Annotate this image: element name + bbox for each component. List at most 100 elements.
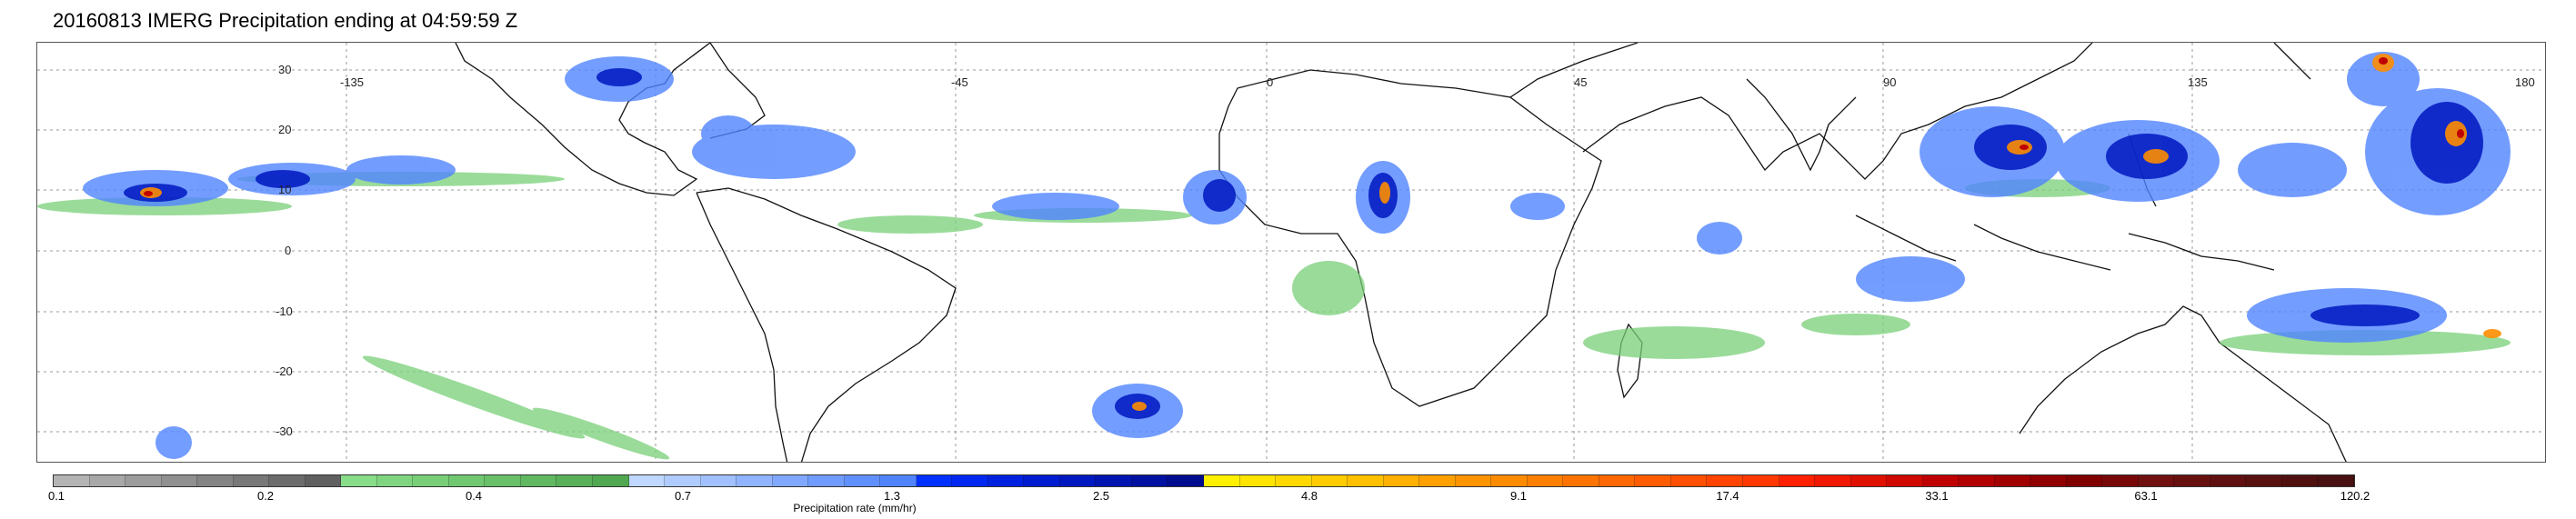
colorbar-segment <box>269 475 306 486</box>
lon-label: 90 <box>1883 75 1896 89</box>
colorbar-segment <box>844 475 881 486</box>
colorbar-tick: 1.3 <box>883 489 901 503</box>
coastlines <box>455 43 2347 462</box>
colorbar-segment <box>1815 475 1851 486</box>
latitude-labels: 30 20 10 0 -10 -20 -30 <box>276 63 293 438</box>
colorbar-segment <box>413 475 449 486</box>
colorbar-segment <box>341 475 377 486</box>
longitude-labels: -135 -45 0 45 90 135 180 <box>340 75 2535 89</box>
colorbar-segment <box>916 475 953 486</box>
lat-label: 10 <box>278 183 291 196</box>
colorbar-segment <box>1635 475 1671 486</box>
map-title: 20160813 IMERG Precipitation ending at 0… <box>53 9 518 32</box>
colorbar-segment <box>448 475 486 486</box>
lat-label: 0 <box>285 244 291 257</box>
map-canvas: -135 -45 0 45 90 135 180 30 20 10 0 -10 … <box>37 43 2545 462</box>
colorbar-segment <box>1059 475 1097 486</box>
colorbar-segment <box>54 475 90 486</box>
colorbar-segment <box>1455 475 1492 486</box>
lon-label: 0 <box>1267 75 1273 89</box>
colorbar-segment <box>1239 475 1277 486</box>
colorbar-segment <box>1707 475 1743 486</box>
colorbar-segment <box>161 475 198 486</box>
colorbar-tick: 120.2 <box>2340 489 2371 503</box>
lat-label: 20 <box>278 123 291 136</box>
colorbar-segment <box>1131 475 1168 486</box>
colorbar-tick: 4.8 <box>1300 489 1318 503</box>
colorbar-segment <box>2210 475 2247 486</box>
colorbar-segment <box>1742 475 1779 486</box>
colorbar-segment <box>2246 475 2282 486</box>
colorbar-segment <box>1670 475 1708 486</box>
lon-label: -45 <box>951 75 968 89</box>
colorbar-segment <box>1348 475 1384 486</box>
colorbar-segment <box>2318 475 2354 486</box>
colorbar-segment <box>592 475 629 486</box>
colorbar-segment <box>808 475 845 486</box>
colorbar-segment <box>556 475 593 486</box>
lat-label: -10 <box>276 304 293 318</box>
colorbar-segment <box>2066 475 2103 486</box>
colorbar-segment <box>772 475 809 486</box>
colorbar-tick: 9.1 <box>1509 489 1528 503</box>
colorbar-segment <box>987 475 1025 486</box>
colorbar-segment <box>376 475 414 486</box>
colorbar-segment <box>520 475 557 486</box>
colorbar-segment <box>305 475 342 486</box>
lat-label: -30 <box>276 424 293 438</box>
colorbar-segment <box>1096 475 1132 486</box>
colorbar-segment <box>737 475 773 486</box>
colorbar-tick: 2.5 <box>1092 489 1110 503</box>
colorbar-tick: 63.1 <box>2134 489 2158 503</box>
colorbar-tick: 33.1 <box>1925 489 1949 503</box>
colorbar-segment <box>2102 475 2139 486</box>
colorbar-segment <box>197 475 234 486</box>
lat-label: -20 <box>276 364 293 378</box>
colorbar-segment <box>1563 475 1599 486</box>
colorbar-label: Precipitation rate (mm/hr) <box>793 502 917 514</box>
lat-label: 30 <box>278 63 291 76</box>
colorbar-segment <box>1024 475 1060 486</box>
colorbar-segment <box>1168 475 1204 486</box>
precipitation-map: -135 -45 0 45 90 135 180 30 20 10 0 -10 … <box>36 42 2546 463</box>
lon-label: 180 <box>2515 75 2535 89</box>
lon-label: 45 <box>1574 75 1587 89</box>
colorbar-segment <box>1922 475 1960 486</box>
colorbar-tick: 0.4 <box>465 489 483 503</box>
colorbar-segment <box>1599 475 1636 486</box>
precipitation-field <box>37 52 2511 460</box>
colorbar-segment <box>1419 475 1456 486</box>
colorbar-segment <box>2138 475 2175 486</box>
colorbar-segment <box>1959 475 1995 486</box>
colorbar-segment <box>880 475 917 486</box>
colorbar-segment <box>1204 475 1240 486</box>
colorbar-segment <box>952 475 988 486</box>
colorbar-segment <box>485 475 521 486</box>
precipitation-colorbar <box>53 474 2355 487</box>
colorbar-segment <box>665 475 701 486</box>
colorbar-segment <box>1383 475 1420 486</box>
colorbar-segment <box>89 475 126 486</box>
colorbar-segment <box>2174 475 2210 486</box>
colorbar-segment <box>2281 475 2319 486</box>
colorbar-segment <box>700 475 737 486</box>
colorbar-tick: 17.4 <box>1716 489 1739 503</box>
colorbar-segment <box>1994 475 2031 486</box>
colorbar-segment <box>1276 475 1312 486</box>
lon-label: 135 <box>2188 75 2208 89</box>
map-graticule <box>37 43 2545 462</box>
colorbar-segment <box>1527 475 1564 486</box>
colorbar-tick: 0.7 <box>674 489 692 503</box>
colorbar-segment <box>628 475 666 486</box>
colorbar-tick: 0.2 <box>256 489 275 503</box>
colorbar-segment <box>1311 475 1348 486</box>
colorbar-segment <box>1887 475 1923 486</box>
colorbar-segment <box>1491 475 1528 486</box>
colorbar-segment <box>1850 475 1888 486</box>
lon-label: -135 <box>340 75 364 89</box>
colorbar-segment <box>233 475 270 486</box>
colorbar-tick: 0.1 <box>47 489 65 503</box>
colorbar-segment <box>125 475 162 486</box>
colorbar-segment <box>1779 475 1816 486</box>
colorbar-segment <box>2030 475 2067 486</box>
